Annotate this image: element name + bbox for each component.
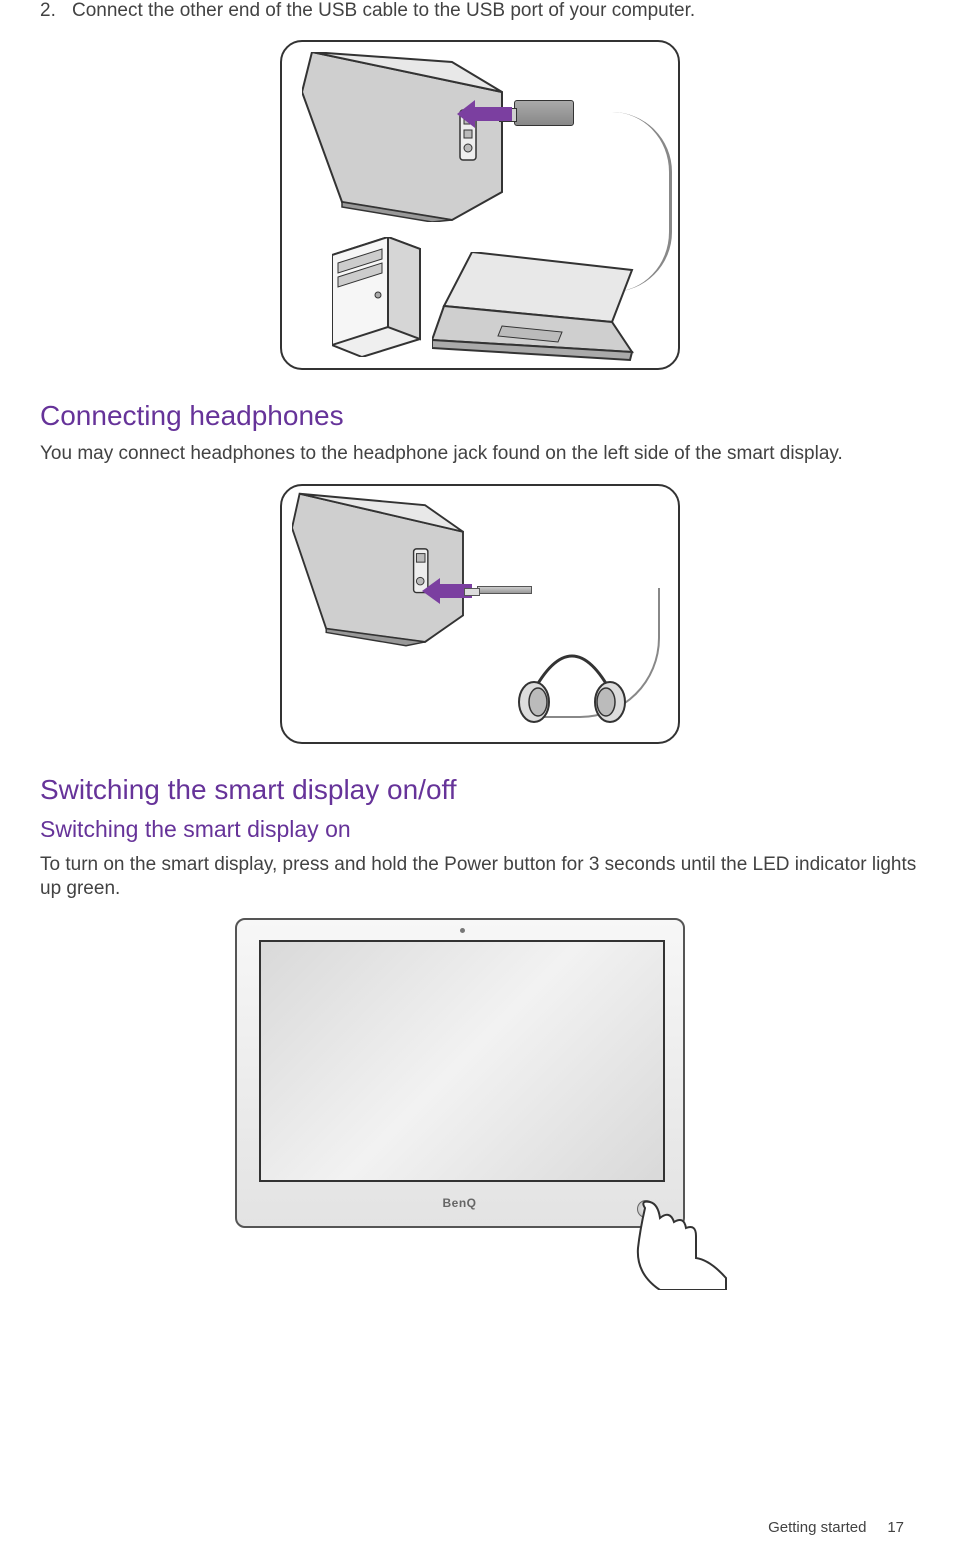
footer-section: Getting started [768, 1519, 866, 1536]
camera-dot [460, 928, 465, 933]
hand-pressing-illustration [630, 1200, 740, 1290]
step-number: 2. [40, 0, 58, 22]
laptop-illustration [432, 252, 642, 362]
display-bezel-illustration: BenQ [235, 918, 685, 1228]
figure-headphone-jack [280, 484, 680, 744]
arrow-icon [457, 100, 512, 128]
monitor-back-illustration [302, 52, 532, 222]
desktop-tower-illustration [332, 237, 422, 357]
heading-connecting-headphones: Connecting headphones [40, 400, 919, 432]
figure-smart-display-front: BenQ [235, 918, 725, 1288]
footer-page-number: 17 [887, 1519, 904, 1536]
paragraph-switching-on: To turn on the smart display, press and … [40, 853, 919, 901]
subheading-switching-on: Switching the smart display on [40, 816, 919, 843]
brand-label: BenQ [237, 1196, 683, 1210]
paragraph-headphones: You may connect headphones to the headph… [40, 442, 919, 466]
monitor-back-illustration [292, 492, 482, 657]
display-screen-illustration [259, 940, 665, 1182]
page-footer: Getting started 17 [768, 1519, 904, 1536]
audio-jack-illustration [477, 586, 532, 594]
headphones-illustration [512, 636, 632, 731]
usb-plug-illustration [514, 100, 574, 126]
step-2: 2. Connect the other end of the USB cabl… [40, 0, 919, 22]
figure-usb-computer [280, 40, 680, 370]
heading-switching-onoff: Switching the smart display on/off [40, 774, 919, 806]
step-text: Connect the other end of the USB cable t… [72, 0, 695, 22]
